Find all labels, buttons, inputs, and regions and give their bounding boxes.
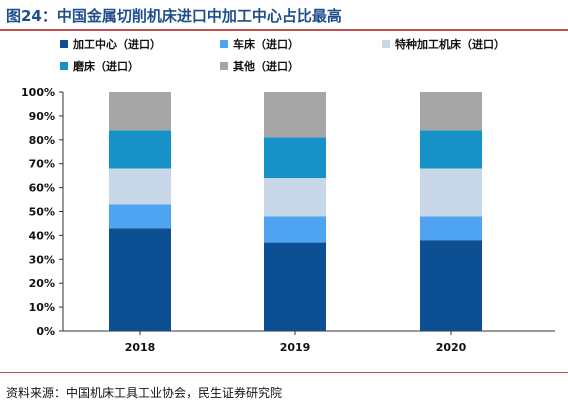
y-tick-label: 80%	[29, 134, 55, 147]
bar-segment	[420, 92, 482, 131]
legend-item: 车床（进口）	[220, 36, 299, 52]
y-tick-label: 60%	[29, 182, 55, 195]
bar-segment	[264, 216, 326, 243]
x-tick-label: 2019	[280, 341, 311, 354]
legend-item: 磨床（进口）	[60, 58, 139, 74]
stacked-bar-chart: 0% 10% 20% 30% 40% 50% 60% 70% 80% 90% 100% 2018 201…	[21, 86, 555, 354]
legend-swatch	[220, 40, 228, 48]
x-tick-label: 2020	[436, 341, 467, 354]
legend-label: 其他（进口）	[233, 60, 299, 73]
bar-segment	[109, 168, 171, 205]
bar-segment	[420, 240, 482, 331]
bar-segment	[109, 130, 171, 169]
legend-label: 加工中心（进口）	[73, 38, 161, 51]
bar-segment	[264, 92, 326, 138]
bar-segment	[420, 130, 482, 169]
y-tick-label: 40%	[29, 229, 55, 242]
bar-segment	[109, 92, 171, 131]
y-tick-label: 90%	[29, 110, 55, 123]
bar-segment	[420, 168, 482, 217]
bar-segment	[264, 242, 326, 331]
footer-divider	[0, 372, 568, 373]
chart-legend: 加工中心（进口） 车床（进口） 特种加工机床（进口） 磨床（进口） 其他（进口）	[60, 36, 560, 80]
legend-item: 其他（进口）	[220, 58, 299, 74]
bar-segment	[420, 216, 482, 241]
bar-segment	[264, 137, 326, 179]
legend-label: 特种加工机床（进口）	[395, 38, 505, 51]
bar-segment	[264, 178, 326, 217]
legend-swatch	[382, 40, 390, 48]
y-tick-label: 50%	[29, 206, 55, 219]
legend-item: 加工中心（进口）	[60, 36, 161, 52]
legend-item: 特种加工机床（进口）	[382, 36, 505, 52]
chart-title: 图24：中国金属切削机床进口中加工中心占比最高	[6, 7, 342, 25]
legend-swatch	[60, 40, 68, 48]
legend-label: 磨床（进口）	[73, 60, 139, 73]
y-tick-label: 10%	[29, 301, 55, 314]
source-note: 资料来源：中国机床工具工业协会，民生证券研究院	[6, 386, 283, 400]
y-tick-label: 70%	[29, 158, 55, 171]
x-tick-label: 2018	[125, 341, 156, 354]
y-tick-label: 0%	[36, 325, 55, 338]
legend-swatch	[60, 62, 68, 70]
y-tick-label: 100%	[21, 86, 55, 99]
title-divider	[0, 29, 568, 31]
bar-segment	[109, 204, 171, 229]
legend-label: 车床（进口）	[233, 38, 299, 51]
bar-segment	[109, 228, 171, 331]
legend-swatch	[220, 62, 228, 70]
y-tick-label: 30%	[29, 253, 55, 266]
y-tick-label: 20%	[29, 277, 55, 290]
